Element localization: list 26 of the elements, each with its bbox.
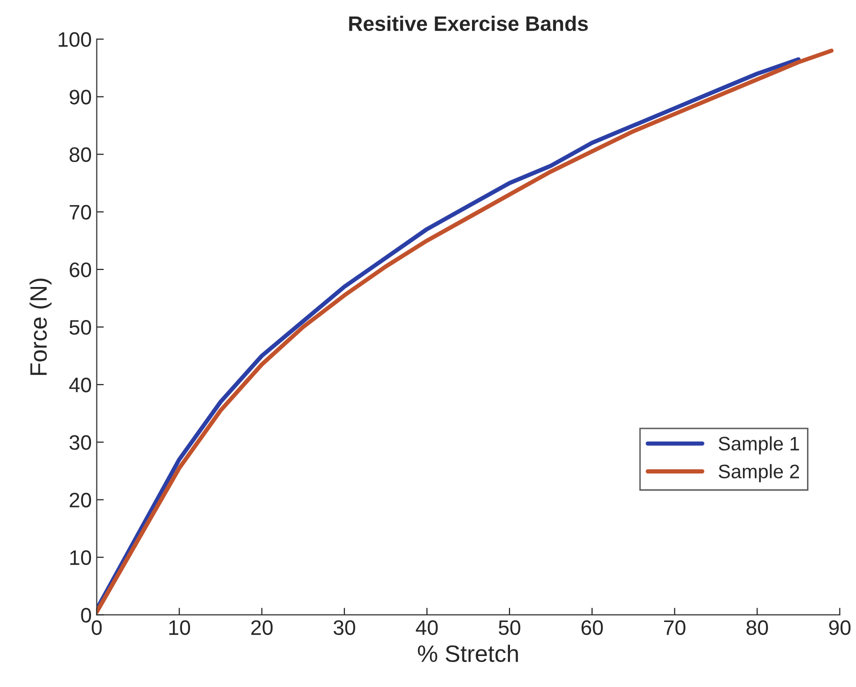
y-tick-label: 0 <box>81 608 92 623</box>
y-tick-label: 20 <box>70 492 92 508</box>
x-axis-title: % Stretch <box>418 644 518 662</box>
x-tick-label: 60 <box>582 620 603 636</box>
y-tick-label: 90 <box>70 90 92 104</box>
x-tick-label: 0 <box>92 620 102 636</box>
x-tick-label: 20 <box>251 620 273 636</box>
x-tick-label: 90 <box>829 620 851 636</box>
x-tick-label: 30 <box>334 620 356 636</box>
x-tick-label: 50 <box>498 620 520 636</box>
x-tick-label: 40 <box>416 620 438 636</box>
y-tick-label: 10 <box>70 550 92 566</box>
x-tick-label: 10 <box>169 620 190 636</box>
y-tick-label: 40 <box>69 378 92 392</box>
y-tick-label: 70 <box>70 204 92 220</box>
y-tick-label: 60 <box>70 262 92 278</box>
x-tick-label: 80 <box>746 620 768 636</box>
chart-title: Resitive Exercise Bands <box>349 16 588 32</box>
legend-label: Sample 1 <box>718 436 799 454</box>
y-tick-label: 50 <box>70 320 92 335</box>
legend-label: Sample 2 <box>718 464 799 482</box>
y-axis-title: Force (N) <box>30 278 52 375</box>
y-tick-label: 100 <box>58 32 92 47</box>
y-tick-label: 30 <box>69 435 92 450</box>
x-tick-label: 70 <box>664 620 686 636</box>
y-tick-label: 80 <box>70 147 92 162</box>
